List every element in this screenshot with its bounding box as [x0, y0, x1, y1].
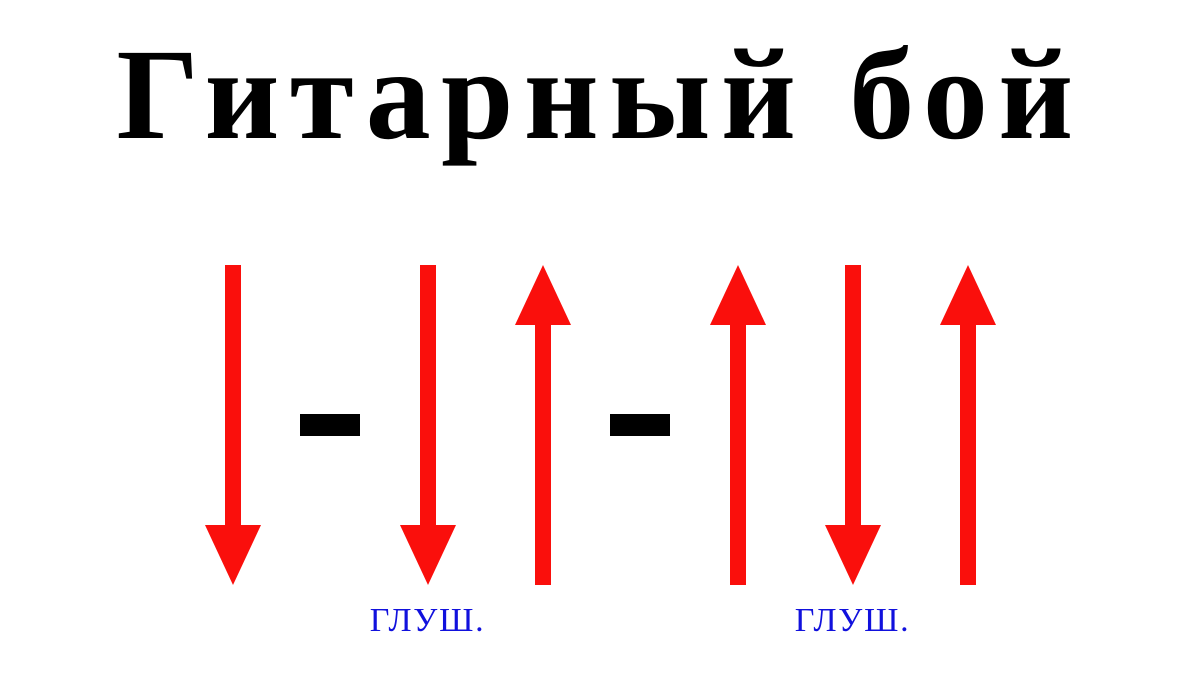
arrow-down-icon — [825, 265, 881, 585]
arrow-up-icon — [710, 265, 766, 585]
strum-down-slot: ГЛУШ. — [370, 260, 485, 590]
arrow-down-icon — [400, 265, 456, 585]
diagram-title: Гитарный бой — [0, 20, 1200, 170]
dash-icon — [610, 414, 670, 436]
dash-icon — [300, 414, 360, 436]
pause-dash-slot — [600, 260, 680, 590]
strum-down-slot — [175, 260, 290, 590]
pause-dash-slot — [290, 260, 370, 590]
strum-up-slot — [680, 260, 795, 590]
strum-up-slot — [485, 260, 600, 590]
mute-label: ГЛУШ. — [795, 602, 911, 640]
arrow-up-icon — [940, 265, 996, 585]
strum-up-slot — [910, 260, 1025, 590]
arrow-up-icon — [515, 265, 571, 585]
mute-label: ГЛУШ. — [370, 602, 486, 640]
diagram-container: Гитарный бой ГЛУШ. ГЛУШ. — [0, 0, 1200, 675]
strum-down-slot: ГЛУШ. — [795, 260, 910, 590]
strumming-pattern-row: ГЛУШ. ГЛУШ. — [0, 260, 1200, 590]
arrow-down-icon — [205, 265, 261, 585]
